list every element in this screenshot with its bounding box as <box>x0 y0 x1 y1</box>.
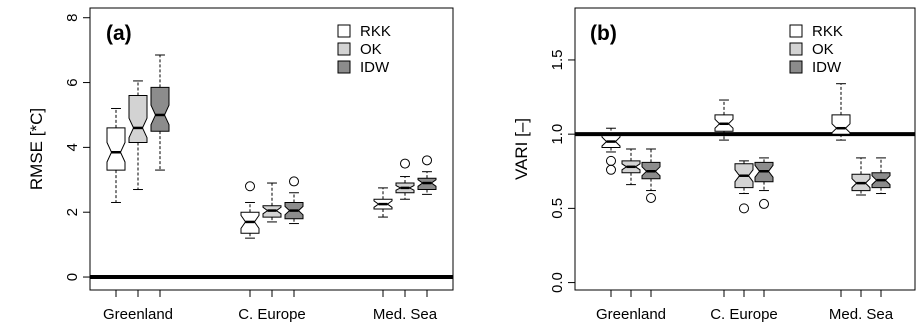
y-tick-label: 4 <box>64 143 81 151</box>
x-category-label: Med. Sea <box>829 306 894 323</box>
box-idw-c-europe <box>284 176 304 225</box>
y-tick-label: 6 <box>64 78 81 86</box>
outlier-point <box>739 203 749 214</box>
box-ok-med-sea <box>851 157 871 196</box>
notched-box <box>150 86 170 132</box>
legend-swatch-idw <box>789 60 803 74</box>
y-tick-label: 0 <box>64 273 81 281</box>
box-idw-med-sea <box>417 155 437 195</box>
y-tick-label: 1.0 <box>549 124 566 145</box>
legend-swatch-idw <box>337 60 351 74</box>
legend-label-rkk: RKK <box>812 23 843 40</box>
x-category-label: Med. Sea <box>373 306 438 323</box>
y-axis-title: VARI [–] <box>512 118 531 180</box>
notched-box <box>831 114 851 135</box>
y-tick-label: 1.5 <box>549 50 566 71</box>
box-rkk-med-sea <box>831 83 851 141</box>
box-rkk-c-europe <box>240 181 260 239</box>
panel-label: (a) <box>106 22 132 45</box>
legend-swatch-ok <box>789 42 803 56</box>
outlier-point <box>245 181 255 192</box>
outlier-point <box>646 192 656 203</box>
plot-frame <box>89 7 454 291</box>
box-ok-c-europe <box>262 182 282 223</box>
box-ok-med-sea <box>395 158 415 200</box>
panel-label: (b) <box>590 22 617 45</box>
panel-b: 0.0 0.5 1.0 1.5 VARI [–] Greenland C. Europe Me… <box>512 7 916 323</box>
notched-box <box>106 127 126 171</box>
box-idw-med-sea <box>871 157 891 195</box>
panel-a: 0 2 4 6 8 RMSE [*C] Greenland C. Europe Med. Sea… <box>27 7 454 323</box>
box-rkk-med-sea <box>373 187 393 218</box>
box-idw-greenland <box>150 54 170 171</box>
y-tick-label: 2 <box>64 208 81 216</box>
notched-box <box>128 95 148 143</box>
legend-swatch-ok <box>337 42 351 56</box>
box-idw-c-europe <box>754 157 774 209</box>
x-category-label: Greenland <box>596 306 666 323</box>
outlier-point <box>289 176 299 187</box>
y-tick-label: 0.5 <box>549 198 566 219</box>
legend-label-idw: IDW <box>360 59 390 76</box>
legend-label-idw: IDW <box>812 59 842 76</box>
legend-label-ok: OK <box>360 41 382 58</box>
legend-label-ok: OK <box>812 41 834 58</box>
box-ok-c-europe <box>734 160 754 214</box>
x-category-label: Greenland <box>103 306 173 323</box>
outlier-point <box>606 155 616 166</box>
legend-swatch-rkk <box>337 24 351 38</box>
box-rkk-greenland <box>601 127 621 175</box>
legend-label-rkk: RKK <box>360 23 391 40</box>
outlier-point <box>422 155 432 166</box>
outlier-point <box>400 158 410 169</box>
outlier-point <box>606 164 616 175</box>
y-axis-title: RMSE [*C] <box>27 108 46 190</box>
box-idw-greenland <box>641 148 661 203</box>
x-category-label: C. Europe <box>710 306 778 323</box>
legend-swatch-rkk <box>789 24 803 38</box>
outlier-point <box>759 198 769 209</box>
box-ok-greenland <box>128 80 148 191</box>
x-category-label: C. Europe <box>238 306 306 323</box>
box-rkk-c-europe <box>714 99 734 141</box>
y-tick-label: 0.0 <box>549 272 566 293</box>
plot-frame <box>574 7 916 291</box>
box-ok-greenland <box>621 148 641 186</box>
y-tick-label: 8 <box>64 14 81 22</box>
box-rkk-greenland <box>106 107 126 203</box>
